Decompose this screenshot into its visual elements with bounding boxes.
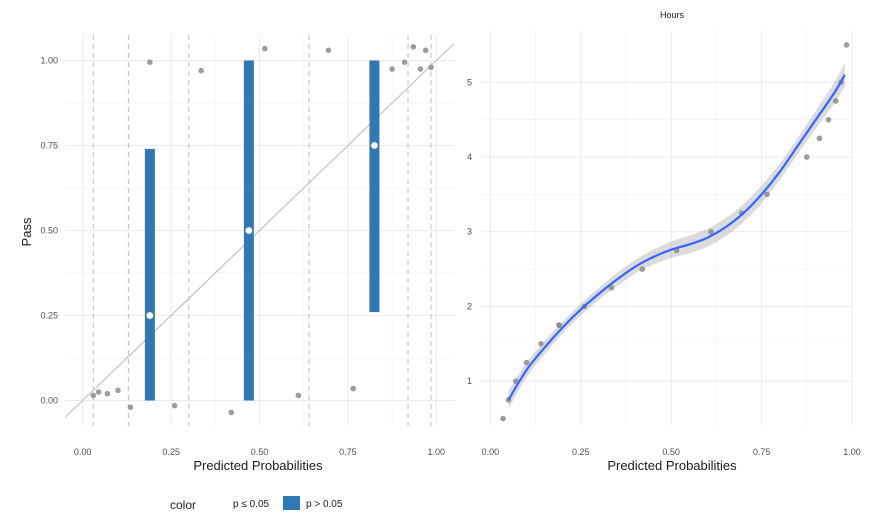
- right-gridlines: [482, 30, 853, 426]
- right-data-point: [556, 322, 562, 328]
- right-x-tick-label: 1.00: [843, 447, 861, 457]
- right-smooth-fit-line: [507, 74, 846, 401]
- legend-key-p-le-0-05: [218, 496, 232, 510]
- left-points: [90, 44, 434, 416]
- left-x-tick-label: 0.75: [339, 447, 357, 457]
- left-data-point: [90, 392, 97, 399]
- left-data-point: [389, 66, 395, 72]
- right-x-axis-title: Predicted Probabilities: [607, 458, 737, 473]
- right-data-point: [803, 154, 810, 160]
- left-y-tick-label: 0.50: [40, 226, 58, 236]
- left-data-point: [350, 385, 357, 392]
- left-y-tick-labels: 0.00 0.25 0.50 0.75 1.00: [40, 56, 58, 406]
- left-data-point: [428, 64, 434, 71]
- left-data-point: [104, 390, 111, 397]
- right-data-point: [608, 284, 615, 291]
- left-data-point: [115, 387, 121, 394]
- right-x-tick-label: 0.75: [753, 447, 771, 457]
- left-data-point: [127, 404, 134, 411]
- right-smooth-line: [507, 74, 846, 401]
- left-reference-line: [64, 43, 455, 418]
- legend-key-p-gt-0-05: [283, 496, 300, 510]
- left-mean-markers: [146, 142, 378, 319]
- left-interval-mean-point: [371, 142, 378, 149]
- left-y-tick-label: 0.75: [40, 141, 58, 151]
- left-data-point: [417, 66, 424, 72]
- left-interval-bar: [369, 60, 380, 313]
- right-y-tick-label: 3: [467, 227, 472, 237]
- left-y-tick-label: 0.25: [40, 311, 58, 321]
- right-x-tick-label: 0.25: [572, 447, 590, 457]
- left-data-point: [410, 44, 417, 50]
- left-data-point: [95, 389, 102, 395]
- left-y-axis-title: Pass: [19, 217, 34, 246]
- right-data-point: [843, 42, 850, 48]
- legend-title: color: [170, 498, 196, 512]
- right-data-point: [832, 98, 839, 104]
- left-identity-line: [64, 43, 455, 418]
- legend: color p ≤ 0.05 p > 0.05: [170, 496, 343, 512]
- left-data-point: [401, 59, 408, 65]
- left-x-tick-label: 1.00: [428, 447, 446, 457]
- left-x-tick-label: 0.25: [162, 447, 180, 457]
- right-data-point: [523, 359, 530, 366]
- right-data-point: [816, 135, 823, 142]
- left-x-axis-title: Predicted Probabilities: [193, 458, 323, 473]
- right-data-point: [764, 191, 770, 198]
- left-y-tick-label: 1.00: [40, 56, 58, 66]
- left-interval-bar: [144, 148, 155, 401]
- right-data-point: [639, 266, 646, 272]
- left-x-tick-label: 0.00: [74, 447, 92, 457]
- right-data-point: [500, 415, 506, 422]
- right-data-point: [512, 378, 519, 384]
- legend-label-p-le-0-05: p ≤ 0.05: [233, 499, 270, 510]
- left-data-point: [295, 392, 302, 399]
- right-y-tick-label: 4: [467, 152, 472, 162]
- left-data-point: [228, 409, 235, 416]
- right-y-tick-label: 2: [467, 301, 472, 311]
- left-data-point: [147, 59, 153, 65]
- left-panel: 0.00 0.25 0.50 0.75 1.00 0.00 0.25 0.50 0.75 1.0…: [19, 35, 455, 473]
- right-confidence-band: [508, 62, 845, 409]
- right-x-tick-labels: 0.00 0.25 0.50 0.75 1.00: [482, 447, 861, 457]
- right-data-point: [825, 116, 832, 123]
- left-y-tick-label: 0.00: [40, 396, 58, 406]
- right-y-tick-label: 1: [467, 376, 472, 386]
- left-interval-mean-point: [245, 227, 253, 234]
- right-x-tick-label: 0.00: [482, 447, 500, 457]
- right-panel: Hours 0.00 0.25 0.50 0.75 1.00 1 2 3 4 5 Predict…: [467, 10, 861, 473]
- right-x-tick-label: 0.50: [662, 447, 680, 457]
- left-x-tick-label: 0.50: [251, 447, 269, 457]
- left-interval-mean-point: [146, 312, 154, 319]
- legend-label-p-gt-0-05: p > 0.05: [306, 499, 343, 510]
- left-data-point: [262, 45, 268, 52]
- left-data-point: [198, 67, 204, 74]
- right-panel-title: Hours: [660, 10, 685, 20]
- left-bin-boundaries: [92, 35, 432, 426]
- left-x-tick-labels: 0.00 0.25 0.50 0.75 1.00: [74, 447, 445, 457]
- left-data-point: [422, 47, 429, 54]
- right-confidence-band-area: [508, 62, 845, 409]
- right-data-point: [538, 341, 544, 347]
- left-data-point: [325, 47, 332, 54]
- right-data-point: [708, 228, 714, 235]
- left-data-point: [171, 402, 178, 409]
- right-y-tick-label: 5: [467, 77, 472, 87]
- right-y-tick-labels: 1 2 3 4 5: [467, 77, 472, 386]
